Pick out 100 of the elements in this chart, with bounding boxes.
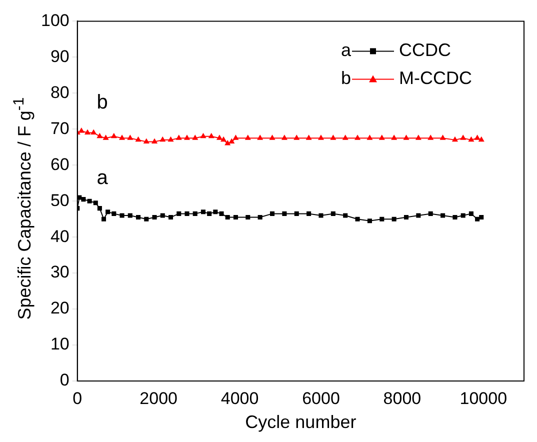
point <box>225 215 230 220</box>
point <box>270 211 275 216</box>
point <box>192 211 198 216</box>
point <box>355 216 360 222</box>
y-tick-label: 40 <box>50 226 70 246</box>
annotation: a <box>96 166 109 189</box>
point <box>474 135 480 140</box>
point <box>258 215 262 220</box>
point <box>460 135 466 140</box>
point <box>112 211 116 216</box>
point <box>318 213 324 218</box>
point <box>208 133 214 138</box>
point <box>103 135 108 140</box>
point <box>330 135 336 140</box>
text: a <box>340 40 351 60</box>
x-tick-label: 2000 <box>140 388 178 408</box>
point <box>84 130 90 134</box>
point <box>176 135 182 140</box>
point <box>479 215 484 220</box>
point <box>93 200 98 206</box>
point <box>294 135 300 140</box>
y-tick-label: 20 <box>50 298 70 318</box>
point <box>294 211 299 216</box>
point <box>270 135 275 140</box>
point <box>207 211 212 216</box>
point <box>452 215 458 220</box>
point <box>404 215 409 220</box>
y-tick-label: 10 <box>50 334 70 354</box>
point <box>192 135 198 140</box>
point <box>468 211 474 216</box>
point <box>160 213 165 218</box>
point <box>282 211 287 216</box>
point <box>111 133 117 138</box>
point <box>245 135 251 140</box>
point <box>306 135 312 140</box>
point <box>392 216 396 222</box>
y-tick-label: 70 <box>50 118 70 138</box>
point <box>168 136 174 142</box>
point <box>330 211 336 216</box>
point <box>224 140 230 146</box>
point <box>128 213 132 218</box>
point <box>367 218 372 224</box>
point <box>354 135 360 140</box>
point <box>213 210 218 214</box>
legend-label: CCDC <box>399 40 451 60</box>
annotation: b <box>96 91 108 114</box>
point <box>379 135 385 140</box>
point <box>127 135 133 140</box>
point <box>90 130 96 134</box>
point <box>428 211 433 216</box>
y-tick-label: 60 <box>50 154 70 174</box>
y-tick-label: 100 <box>40 10 70 30</box>
point <box>391 135 397 140</box>
point <box>468 136 474 142</box>
x-tick-label: 0 <box>72 388 82 408</box>
point <box>144 138 150 144</box>
point <box>342 135 348 140</box>
x-axis-title: Cycle number <box>245 412 356 432</box>
y-tick-label: 50 <box>50 190 70 210</box>
point <box>428 135 434 140</box>
point <box>78 128 84 133</box>
point <box>318 135 324 140</box>
point <box>120 213 124 218</box>
point <box>144 216 149 222</box>
point <box>475 216 480 222</box>
point <box>228 138 234 144</box>
point <box>136 136 141 142</box>
text: b <box>340 68 351 88</box>
point <box>478 136 484 142</box>
legend-label: M-CCDC <box>399 68 472 88</box>
point <box>306 211 312 216</box>
point <box>136 215 141 220</box>
point <box>101 216 106 222</box>
y-tick-label: 30 <box>50 262 70 282</box>
x-tick-label: 4000 <box>220 388 259 408</box>
point <box>184 135 190 140</box>
point <box>440 135 446 140</box>
point <box>119 135 125 140</box>
point <box>416 213 421 218</box>
point <box>220 136 226 142</box>
y-tick-label: 80 <box>50 82 70 102</box>
point <box>460 213 466 218</box>
y-tick-label: 0 <box>60 370 70 390</box>
point <box>168 215 174 220</box>
point <box>176 211 182 216</box>
point <box>246 215 250 220</box>
x-tick-label: 10000 <box>460 388 508 408</box>
point <box>152 138 158 144</box>
point <box>452 136 458 142</box>
point <box>257 135 263 140</box>
point <box>219 211 224 216</box>
x-tick-label: 6000 <box>302 388 340 408</box>
point <box>200 133 206 138</box>
point <box>87 198 92 204</box>
point <box>343 213 348 218</box>
point <box>81 197 86 202</box>
point <box>233 215 238 220</box>
y-tick-label: 90 <box>50 46 70 66</box>
point <box>367 135 372 140</box>
point <box>200 210 206 214</box>
